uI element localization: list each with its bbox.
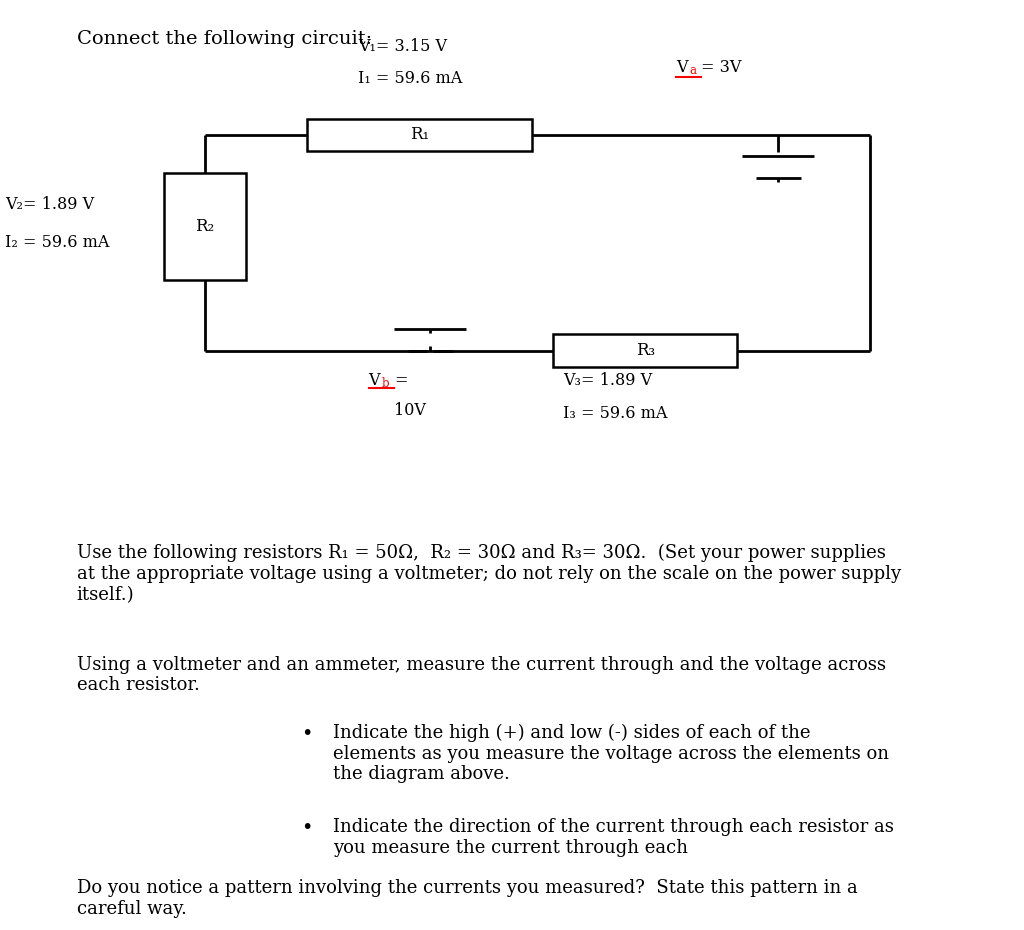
- Text: 10V: 10V: [394, 402, 426, 418]
- Text: V₃= 1.89 V: V₃= 1.89 V: [563, 372, 652, 389]
- Text: Indicate the high (+) and low (-) sides of each of the
elements as you measure t: Indicate the high (+) and low (-) sides …: [333, 724, 889, 783]
- Text: Indicate the direction of the current through each resistor as
you measure the c: Indicate the direction of the current th…: [333, 818, 894, 857]
- Text: V₁= 3.15 V: V₁= 3.15 V: [358, 38, 447, 55]
- Text: I₂ = 59.6 mA: I₂ = 59.6 mA: [5, 234, 110, 251]
- Text: b: b: [382, 377, 389, 390]
- Text: V: V: [369, 372, 380, 389]
- Text: R₃: R₃: [636, 342, 654, 359]
- Text: =: =: [394, 372, 408, 389]
- Text: Using a voltmeter and an ammeter, measure the current through and the voltage ac: Using a voltmeter and an ammeter, measur…: [77, 656, 886, 695]
- Text: Do you notice a pattern involving the currents you measured?  State this pattern: Do you notice a pattern involving the cu…: [77, 879, 857, 918]
- Text: a: a: [689, 63, 696, 76]
- Text: V: V: [676, 60, 687, 76]
- Text: I₃ = 59.6 mA: I₃ = 59.6 mA: [563, 405, 668, 421]
- Text: R₂: R₂: [196, 218, 214, 235]
- Bar: [164, 173, 246, 281]
- Text: Connect the following circuit:: Connect the following circuit:: [77, 30, 372, 47]
- Text: = 3V: = 3V: [701, 60, 741, 76]
- Text: •: •: [301, 724, 313, 742]
- Text: V₂= 1.89 V: V₂= 1.89 V: [5, 196, 94, 214]
- Text: R₁: R₁: [411, 126, 429, 143]
- Text: Use the following resistors R₁ = 50Ω,  R₂ = 30Ω and R₃= 30Ω.  (Set your power su: Use the following resistors R₁ = 50Ω, R₂…: [77, 544, 901, 604]
- Bar: [307, 119, 532, 151]
- Text: •: •: [301, 818, 313, 837]
- Bar: [553, 335, 737, 366]
- Text: I₁ = 59.6 mA: I₁ = 59.6 mA: [358, 70, 463, 87]
